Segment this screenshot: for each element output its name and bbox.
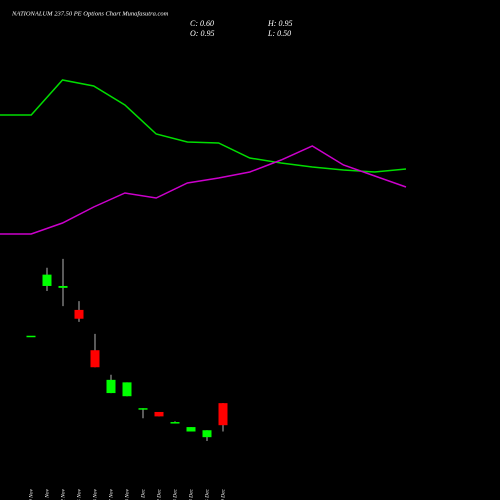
chart-title: NATIONALUM 237.50 PE Options Chart Munaf… [11,10,169,17]
candle-body [26,335,36,338]
candle-body [154,411,164,417]
stat-high: H: 0.95 [267,19,292,28]
candle-body [58,285,68,288]
candle-body [74,309,84,319]
indicator-line [0,79,407,173]
x-tick-label: 04 Dec [187,488,194,500]
x-tick-label: 25 Nov [76,488,82,500]
x-tick-label: 27 Nov [108,488,114,500]
indicator-line [0,145,407,235]
candle-body [106,379,116,394]
x-tick-label: 21 Nov [44,488,50,500]
x-tick-label: 05 Dec [204,488,210,500]
candle-body [170,422,180,424]
x-tick-label: 19 Nov [28,488,34,500]
x-tick-label: 26 Nov [92,488,98,500]
candle-body [202,430,212,438]
candle-body [122,382,132,397]
stat-close: C: 0.60 [190,19,214,28]
candle-body [218,403,228,426]
x-tick-label: 01 Dec [140,488,146,500]
candle-body [186,427,196,432]
candle-body [138,408,148,410]
stat-open: O: 0.95 [190,29,214,38]
candle-body [90,350,100,368]
x-tick-label: 22 Nov [60,488,66,500]
stat-low: L: 0.50 [267,29,291,38]
x-tick-label: 02 Dec [156,488,162,500]
x-tick-label: 09 Dec [220,488,226,500]
x-tick-label: 28 Nov [124,488,130,500]
candle-body [42,274,52,286]
x-tick-label: 03 Dec [172,488,178,500]
